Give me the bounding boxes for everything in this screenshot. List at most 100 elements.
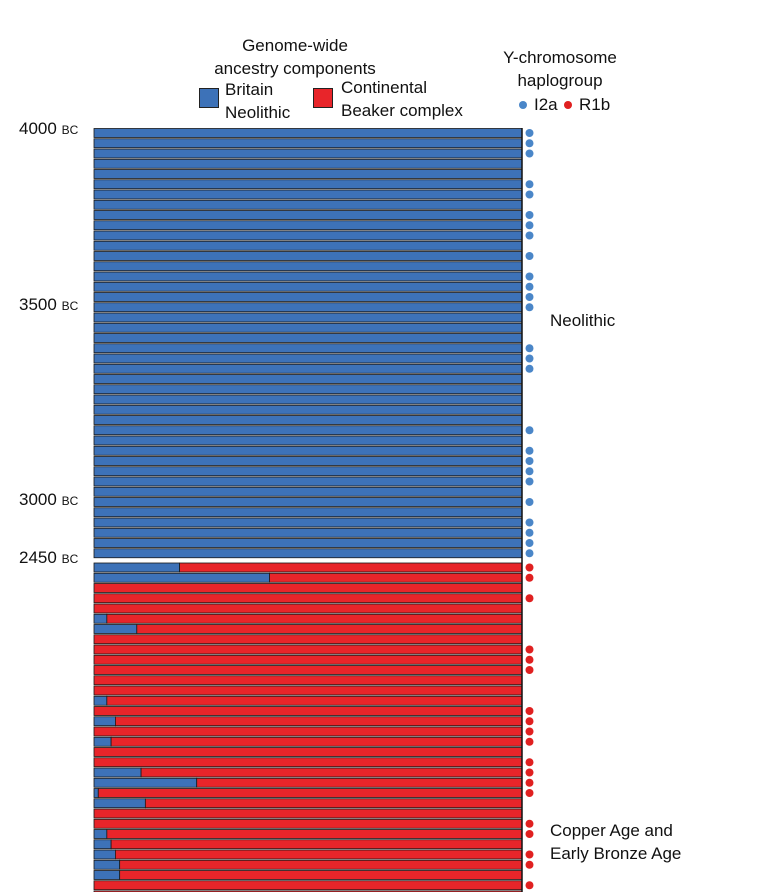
- beaker-bar-31-beaker-segment: [93, 880, 523, 891]
- ancestry-legend-title: Genome-wide ancestry components: [200, 34, 390, 80]
- ancestry-title-line1: Genome-wide: [242, 36, 348, 55]
- beaker-bar-17-beaker-segment: [110, 736, 523, 747]
- neolithic-bar-5-britain-segment: [93, 179, 523, 190]
- neolithic-bar-32-britain-segment: [93, 456, 523, 466]
- neolithic-bar-18-britain-segment: [93, 312, 523, 323]
- r1b-legend-label: R1b: [579, 95, 611, 114]
- beaker-bar-14-beaker-segment: [93, 706, 523, 716]
- beaker-bar-11-beaker-segment: [93, 675, 523, 686]
- beaker-bar-20-britain-segment: [93, 767, 142, 778]
- neolithic-haplogroup-dot-14-i2a: [525, 272, 534, 281]
- beaker-haplogroup-dot-22-r1b: [525, 789, 534, 797]
- tick-unit: BC: [61, 494, 79, 508]
- neolithic-haplogroup-dot-5-i2a: [525, 180, 534, 189]
- neolithic-haplogroup-dot-29-i2a: [525, 426, 534, 435]
- beaker-haplogroup-dot-10-r1b: [525, 666, 534, 674]
- neolithic-haplogroup-dot-17-i2a: [525, 303, 534, 312]
- neolithic-bar-41-britain-segment: [93, 548, 523, 559]
- neolithic-bar-7-britain-segment: [93, 199, 523, 210]
- ychrom-title-line1: Y-chromosome: [503, 48, 617, 67]
- beaker-bar-29-britain-segment: [93, 859, 121, 870]
- beaker-bar-29-beaker-segment: [119, 859, 523, 870]
- ychrom-title-line2: haplogroup: [517, 71, 603, 90]
- neolithic-haplogroup-dot-33-i2a: [525, 467, 534, 476]
- neolithic-bar-17-britain-segment: [93, 302, 523, 313]
- neolithic-bar-22-britain-segment: [93, 353, 523, 364]
- neolithic-bar-4-britain-segment: [93, 169, 523, 179]
- beaker-bar-27-beaker-segment: [110, 839, 523, 850]
- beaker-bar-6-britain-segment: [93, 624, 138, 634]
- neolithic-haplogroup-dot-31-i2a: [525, 446, 534, 455]
- ychromosome-legend-title: Y-chromosome haplogroup: [488, 46, 632, 92]
- beaker-bar-0-britain-segment: [93, 562, 180, 573]
- beaker-haplogroup-dot-9-r1b: [525, 655, 534, 664]
- bars-group: [93, 128, 523, 892]
- neolithic-bar-31-britain-segment: [93, 445, 523, 456]
- neolithic-haplogroup-dot-34-i2a: [525, 477, 534, 486]
- neolithic-haplogroup-dot-38-i2a: [525, 518, 534, 527]
- neolithic-bar-9-britain-segment: [93, 220, 523, 231]
- beaker-bar-22-beaker-segment: [97, 788, 523, 798]
- neolithic-haplogroup-dot-6-i2a: [525, 190, 534, 199]
- beaker-label-line2: Beaker complex: [341, 101, 463, 120]
- tick-year: 3000: [19, 490, 57, 509]
- neolithic-haplogroup-dot-8-i2a: [525, 211, 534, 219]
- neolithic-bar-0-britain-segment: [93, 128, 523, 138]
- neolithic-haplogroup-dot-21-i2a: [525, 344, 534, 353]
- haplogroup-dots-group: [525, 129, 534, 890]
- neolithic-bar-21-britain-segment: [93, 343, 523, 354]
- beaker-bar-21-britain-segment: [93, 777, 198, 788]
- neolithic-haplogroup-dot-9-i2a: [525, 221, 534, 230]
- beaker-complex-swatch: [313, 88, 333, 108]
- neolithic-bar-24-britain-segment: [93, 374, 523, 384]
- beaker-haplogroup-dot-17-r1b: [525, 737, 534, 746]
- neolithic-bar-11-britain-segment: [93, 240, 523, 251]
- beaker-bar-12-beaker-segment: [93, 685, 523, 696]
- beaker-bar-6-beaker-segment: [136, 624, 523, 634]
- beaker-bar-10-beaker-segment: [93, 665, 523, 675]
- neolithic-bar-1-britain-segment: [93, 138, 523, 149]
- beaker-haplogroup-dot-0-r1b: [525, 563, 534, 572]
- beaker-bar-28-britain-segment: [93, 849, 116, 860]
- beaker-bar-1-beaker-segment: [269, 572, 523, 583]
- neolithic-bar-3-britain-segment: [93, 158, 523, 169]
- neolithic-bar-34-britain-segment: [93, 476, 523, 487]
- beaker-haplogroup-dot-15-r1b: [525, 717, 534, 726]
- beaker-haplogroup-dot-31-r1b: [525, 881, 534, 890]
- time-tick-2450: 2450 BC: [19, 548, 78, 569]
- tick-unit: BC: [61, 299, 79, 313]
- neolithic-bar-30-britain-segment: [93, 435, 523, 446]
- beaker-bar-23-britain-segment: [93, 798, 146, 809]
- beaker-bar-16-beaker-segment: [93, 726, 523, 737]
- neolithic-haplogroup-dot-41-i2a: [525, 549, 534, 558]
- time-tick-3500: 3500 BC: [19, 295, 78, 316]
- neolithic-bar-6-britain-segment: [93, 189, 523, 200]
- beaker-bar-20-beaker-segment: [140, 767, 523, 778]
- beaker-bar-21-beaker-segment: [196, 777, 523, 788]
- beaker-bar-30-britain-segment: [93, 870, 121, 880]
- copper-label-line1: Copper Age and: [550, 821, 673, 840]
- neolithic-bar-12-britain-segment: [93, 251, 523, 261]
- tick-year: 4000: [19, 119, 57, 138]
- neolithic-bar-27-britain-segment: [93, 404, 523, 415]
- neolithic-bar-40-britain-segment: [93, 538, 523, 548]
- neolithic-bar-35-britain-segment: [93, 486, 523, 497]
- beaker-bar-9-beaker-segment: [93, 654, 523, 665]
- neolithic-bar-2-britain-segment: [93, 148, 523, 159]
- beaker-bar-19-beaker-segment: [93, 757, 523, 768]
- neolithic-bar-29-britain-segment: [93, 425, 523, 436]
- beaker-bar-22-britain-segment: [93, 788, 99, 798]
- beaker-bar-7-beaker-segment: [93, 634, 523, 645]
- neolithic-bar-14-britain-segment: [93, 271, 523, 282]
- beaker-haplogroup-dot-29-r1b: [525, 860, 534, 869]
- beaker-haplogroup-dot-3-r1b: [525, 594, 534, 603]
- beaker-bar-13-beaker-segment: [106, 695, 523, 706]
- beaker-haplogroup-dot-1-r1b: [525, 573, 534, 582]
- neolithic-bar-25-britain-segment: [93, 384, 523, 395]
- neolithic-bar-20-britain-segment: [93, 333, 523, 343]
- neolithic-haplogroup-dot-36-i2a: [525, 498, 534, 506]
- neolithic-haplogroup-dot-1-i2a: [525, 139, 534, 148]
- neolithic-haplogroup-dot-39-i2a: [525, 528, 534, 537]
- neolithic-haplogroup-dot-12-i2a: [525, 252, 534, 260]
